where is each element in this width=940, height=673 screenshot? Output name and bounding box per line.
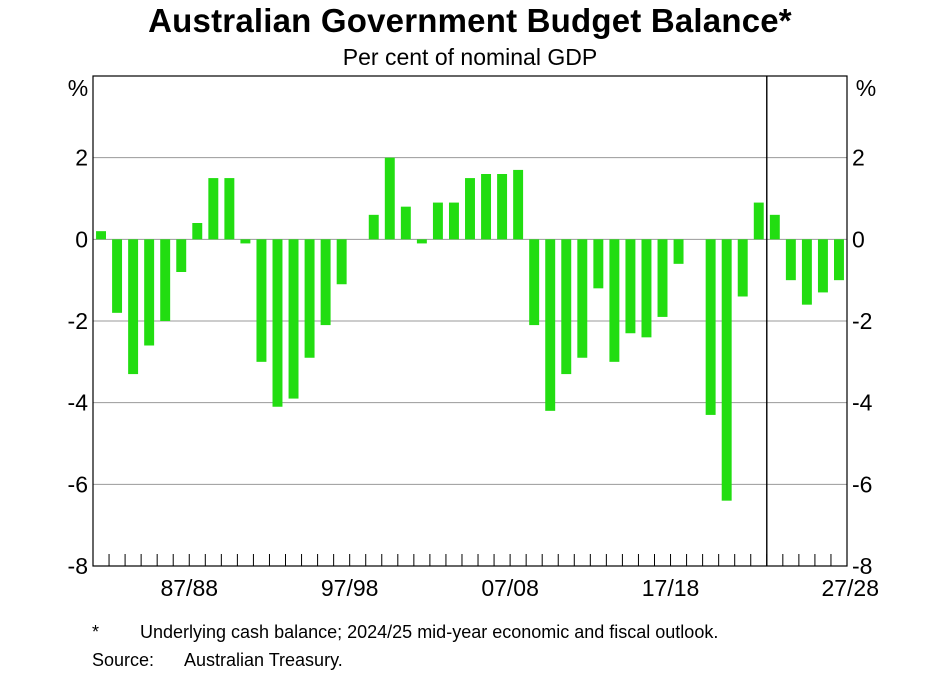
plot-border	[92, 75, 848, 567]
y-tick-label-left: -8	[68, 553, 88, 579]
bar	[817, 239, 828, 293]
bar	[288, 239, 299, 399]
footnote-source: Source: Australian Treasury.	[92, 650, 343, 671]
y-tick-label-right: -4	[852, 390, 873, 416]
footnote-text: Underlying cash balance; 2024/25 mid-yea…	[140, 622, 719, 642]
gridlines	[93, 157, 847, 485]
x-tick-label: 97/98	[321, 575, 379, 601]
bar	[160, 239, 171, 321]
axis-labels: 2 2 0 0 -2 -2 -4 -4 -6 -6 -8 -8 87/88 97/98 07/08 17/18…	[68, 145, 879, 601]
bar	[240, 239, 251, 244]
x-tick-label: 17/18	[642, 575, 700, 601]
bar	[256, 239, 267, 362]
bar	[481, 174, 492, 240]
y-tick-label-right: 0	[852, 226, 865, 252]
bar	[737, 239, 748, 297]
bar	[625, 239, 636, 334]
bar	[368, 214, 379, 240]
y-tick-label-right: -8	[852, 553, 872, 579]
bar	[834, 239, 844, 281]
bar	[432, 202, 443, 240]
bar	[336, 239, 347, 285]
bar	[705, 239, 716, 415]
bar	[384, 157, 395, 240]
bar	[609, 239, 620, 362]
bar	[448, 202, 459, 240]
x-tick-label: 87/88	[160, 575, 218, 601]
bar	[224, 178, 235, 240]
bar	[513, 169, 524, 240]
bar	[593, 239, 604, 289]
y-tick-label-right: -6	[852, 471, 872, 497]
bar	[657, 239, 668, 317]
bar	[785, 239, 796, 281]
bar	[801, 239, 812, 305]
bar	[545, 239, 556, 411]
y-tick-label-left: -2	[68, 308, 88, 334]
bars	[96, 157, 844, 501]
chart-title: Australian Government Budget Balance*	[148, 2, 792, 39]
bar	[673, 239, 684, 264]
bar	[192, 223, 203, 240]
bar	[416, 239, 427, 244]
bar	[320, 239, 331, 326]
bar	[721, 239, 732, 501]
bar	[208, 178, 219, 240]
y-tick-label-left: 2	[75, 145, 88, 171]
y-tick-label-right: 2	[852, 145, 865, 171]
bar	[112, 239, 123, 313]
chart-subtitle: Per cent of nominal GDP	[342, 44, 598, 70]
y-tick-label-left: 0	[75, 226, 88, 252]
y-unit-right: %	[856, 75, 876, 101]
bar	[272, 239, 283, 407]
bar	[144, 239, 155, 346]
bar	[497, 174, 508, 240]
bar	[400, 206, 411, 240]
footnote-note: * Underlying cash balance; 2024/25 mid-ye…	[92, 622, 718, 643]
x-tick-label: 27/28	[821, 575, 879, 601]
bar	[465, 178, 475, 240]
bar	[128, 239, 139, 375]
bar	[176, 239, 187, 272]
source-label: Source:	[92, 650, 155, 670]
bar	[641, 239, 652, 338]
bar	[529, 239, 540, 326]
bar	[577, 239, 588, 358]
x-ticks	[108, 554, 832, 566]
y-tick-label-right: -2	[852, 308, 872, 334]
x-tick-label: 07/08	[481, 575, 539, 601]
bar	[304, 239, 315, 358]
y-tick-label-left: -6	[68, 471, 88, 497]
bar	[753, 202, 764, 240]
source-text: Australian Treasury.	[184, 650, 343, 670]
footnote-asterisk: *	[92, 622, 100, 642]
bar	[561, 239, 572, 375]
bar	[769, 214, 780, 240]
y-unit-left: %	[68, 75, 88, 101]
y-tick-label-left: -4	[68, 390, 89, 416]
plot-frame	[92, 75, 848, 567]
bar	[96, 231, 106, 240]
